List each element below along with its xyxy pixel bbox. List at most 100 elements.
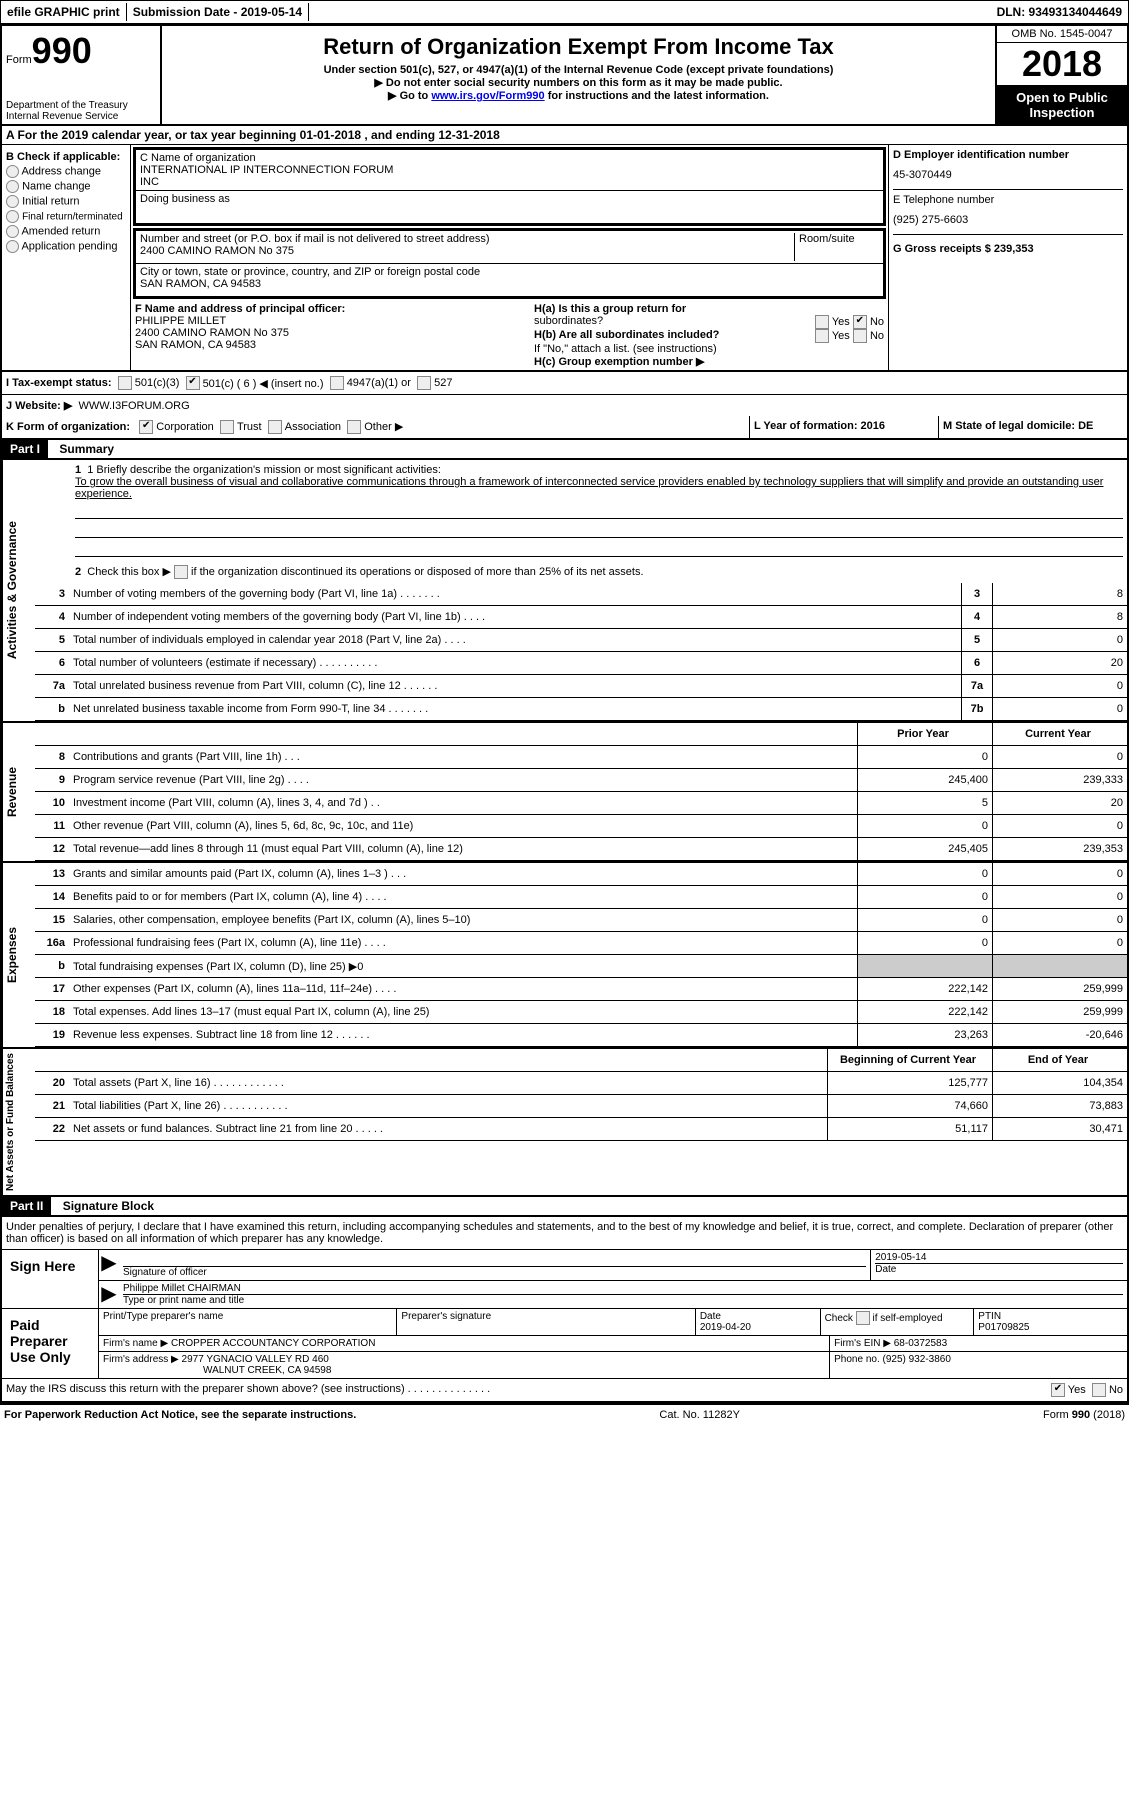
ein-label: D Employer identification number: [893, 149, 1069, 161]
ha-label: H(a) Is this a group return for: [534, 303, 686, 315]
org-name-2: INC: [140, 176, 879, 188]
f-label: F Name and address of principal officer:: [135, 303, 345, 315]
side-governance: Activities & Governance: [2, 460, 35, 721]
side-expenses: Expenses: [2, 863, 35, 1047]
room-label: Room/suite: [794, 233, 879, 261]
info-grid: B Check if applicable: Address change Na…: [0, 145, 1129, 372]
end-year-header: End of Year: [992, 1049, 1127, 1071]
ha-sub: subordinates?: [534, 315, 603, 329]
link-irs[interactable]: www.irs.gov/Form990: [431, 90, 544, 102]
table-row: 7aTotal unrelated business revenue from …: [35, 675, 1127, 698]
penalty-text: Under penalties of perjury, I declare th…: [2, 1217, 1127, 1249]
col-b-label: B Check if applicable:: [6, 151, 120, 163]
org-name-1: INTERNATIONAL IP INTERCONNECTION FORUM: [140, 164, 879, 176]
check-hb-yes[interactable]: [815, 329, 829, 343]
inspection-2: Inspection: [999, 105, 1125, 120]
form-number: 990: [32, 30, 92, 72]
sign-here-label: Sign Here: [2, 1250, 98, 1308]
table-row: 20Total assets (Part X, line 16) . . . .…: [35, 1072, 1127, 1095]
summary-governance: Activities & Governance 1 1 Briefly desc…: [0, 460, 1129, 723]
table-row: bNet unrelated business taxable income f…: [35, 698, 1127, 721]
part-2-badge: Part II: [2, 1197, 51, 1215]
footer-center: Cat. No. 11282Y: [659, 1409, 740, 1421]
check-self-employed[interactable]: [856, 1311, 870, 1325]
website-value: WWW.I3FORUM.ORG: [78, 400, 189, 412]
radio-final-return[interactable]: [6, 210, 19, 223]
paid-preparer-label: Paid Preparer Use Only: [2, 1309, 98, 1378]
table-row: 17Other expenses (Part IX, column (A), l…: [35, 978, 1127, 1001]
summary-net-assets: Net Assets or Fund Balances Beginning of…: [0, 1049, 1129, 1197]
row-i-label: I Tax-exempt status:: [6, 377, 112, 389]
tax-year: 2018: [997, 43, 1127, 86]
city-value: SAN RAMON, CA 94583: [140, 278, 879, 290]
check-501c3[interactable]: [118, 376, 132, 390]
footer-right: Form 990 (2018): [1043, 1409, 1125, 1421]
table-row: 5Total number of individuals employed in…: [35, 629, 1127, 652]
check-hb-no[interactable]: [853, 329, 867, 343]
hb-label: H(b) Are all subordinates included?: [534, 329, 719, 343]
radio-pending[interactable]: [6, 240, 19, 253]
table-row: bTotal fundraising expenses (Part IX, co…: [35, 955, 1127, 978]
table-row: 3Number of voting members of the governi…: [35, 583, 1127, 606]
check-trust[interactable]: [220, 420, 234, 434]
table-row: 14Benefits paid to or for members (Part …: [35, 886, 1127, 909]
table-row: 6Total number of volunteers (estimate if…: [35, 652, 1127, 675]
line-1-label: 1 Briefly describe the organization's mi…: [87, 464, 441, 476]
form-header: Form 990 Department of the Treasury Inte…: [0, 24, 1129, 126]
top-bar: efile GRAPHIC print Submission Date - 20…: [0, 0, 1129, 24]
table-row: 19Revenue less expenses. Subtract line 1…: [35, 1024, 1127, 1047]
table-row: 15Salaries, other compensation, employee…: [35, 909, 1127, 932]
check-501c[interactable]: ✔: [186, 376, 200, 390]
check-other[interactable]: [347, 420, 361, 434]
part-1-header-row: Part I Summary: [0, 440, 1129, 460]
note-ssn: ▶ Do not enter social security numbers o…: [166, 76, 991, 89]
officer-name-title: Philippe Millet CHAIRMAN: [123, 1283, 1123, 1294]
current-year-header: Current Year: [992, 723, 1127, 745]
check-527[interactable]: [417, 376, 431, 390]
radio-initial-return[interactable]: [6, 195, 19, 208]
prep-sig-label: Preparer's signature: [397, 1309, 695, 1335]
check-discuss-yes[interactable]: ✔: [1051, 1383, 1065, 1397]
side-revenue: Revenue: [2, 723, 35, 861]
form-subtitle: Under section 501(c), 527, or 4947(a)(1)…: [166, 64, 991, 76]
column-b: B Check if applicable: Address change Na…: [2, 145, 131, 370]
check-4947[interactable]: [330, 376, 344, 390]
row-j-label: J Website: ▶: [6, 399, 72, 412]
check-corp[interactable]: ✔: [139, 420, 153, 434]
phone-value: (925) 275-6603: [893, 214, 1123, 226]
f-name: PHILIPPE MILLET: [135, 315, 526, 327]
ptin-value: P01709825: [978, 1322, 1029, 1333]
form-label: Form: [6, 54, 32, 66]
note-goto-post: for instructions and the latest informat…: [545, 90, 769, 102]
org-name-label: C Name of organization: [140, 152, 879, 164]
part-2-title: Signature Block: [63, 1199, 154, 1213]
omb-number: OMB No. 1545-0047: [997, 26, 1127, 43]
check-ha-yes[interactable]: [815, 315, 829, 329]
table-row: 4Number of independent voting members of…: [35, 606, 1127, 629]
efile-label: efile GRAPHIC print: [1, 3, 127, 21]
part-1-badge: Part I: [2, 440, 48, 458]
check-ha-no[interactable]: ✔: [853, 315, 867, 329]
firm-addr1: 2977 YGNACIO VALLEY RD 460: [182, 1354, 329, 1365]
sig-date-value: 2019-05-14: [875, 1252, 1123, 1263]
radio-amended[interactable]: [6, 225, 19, 238]
radio-name-change[interactable]: [6, 180, 19, 193]
dept-irs: Internal Revenue Service: [6, 111, 128, 122]
sig-officer-label: Signature of officer: [123, 1266, 866, 1278]
check-discontinued[interactable]: [174, 565, 188, 579]
submission-date: Submission Date - 2019-05-14: [127, 3, 309, 21]
discuss-text: May the IRS discuss this return with the…: [6, 1383, 490, 1397]
table-row: 12Total revenue—add lines 8 through 11 (…: [35, 838, 1127, 861]
dept-treasury: Department of the Treasury: [6, 100, 128, 111]
line-2-text: Check this box ▶ if the organization dis…: [87, 566, 643, 578]
row-k: K Form of organization: ✔ Corporation Tr…: [0, 416, 1129, 440]
side-net-assets: Net Assets or Fund Balances: [2, 1049, 35, 1195]
f-addr2: SAN RAMON, CA 94583: [135, 339, 526, 351]
firm-phone: (925) 932-3860: [883, 1354, 951, 1365]
table-row: 10Investment income (Part VIII, column (…: [35, 792, 1127, 815]
check-discuss-no[interactable]: [1092, 1383, 1106, 1397]
note-goto-pre: ▶ Go to: [388, 90, 431, 102]
receipts-label: G Gross receipts $ 239,353: [893, 243, 1034, 255]
radio-address-change[interactable]: [6, 165, 19, 178]
check-assoc[interactable]: [268, 420, 282, 434]
